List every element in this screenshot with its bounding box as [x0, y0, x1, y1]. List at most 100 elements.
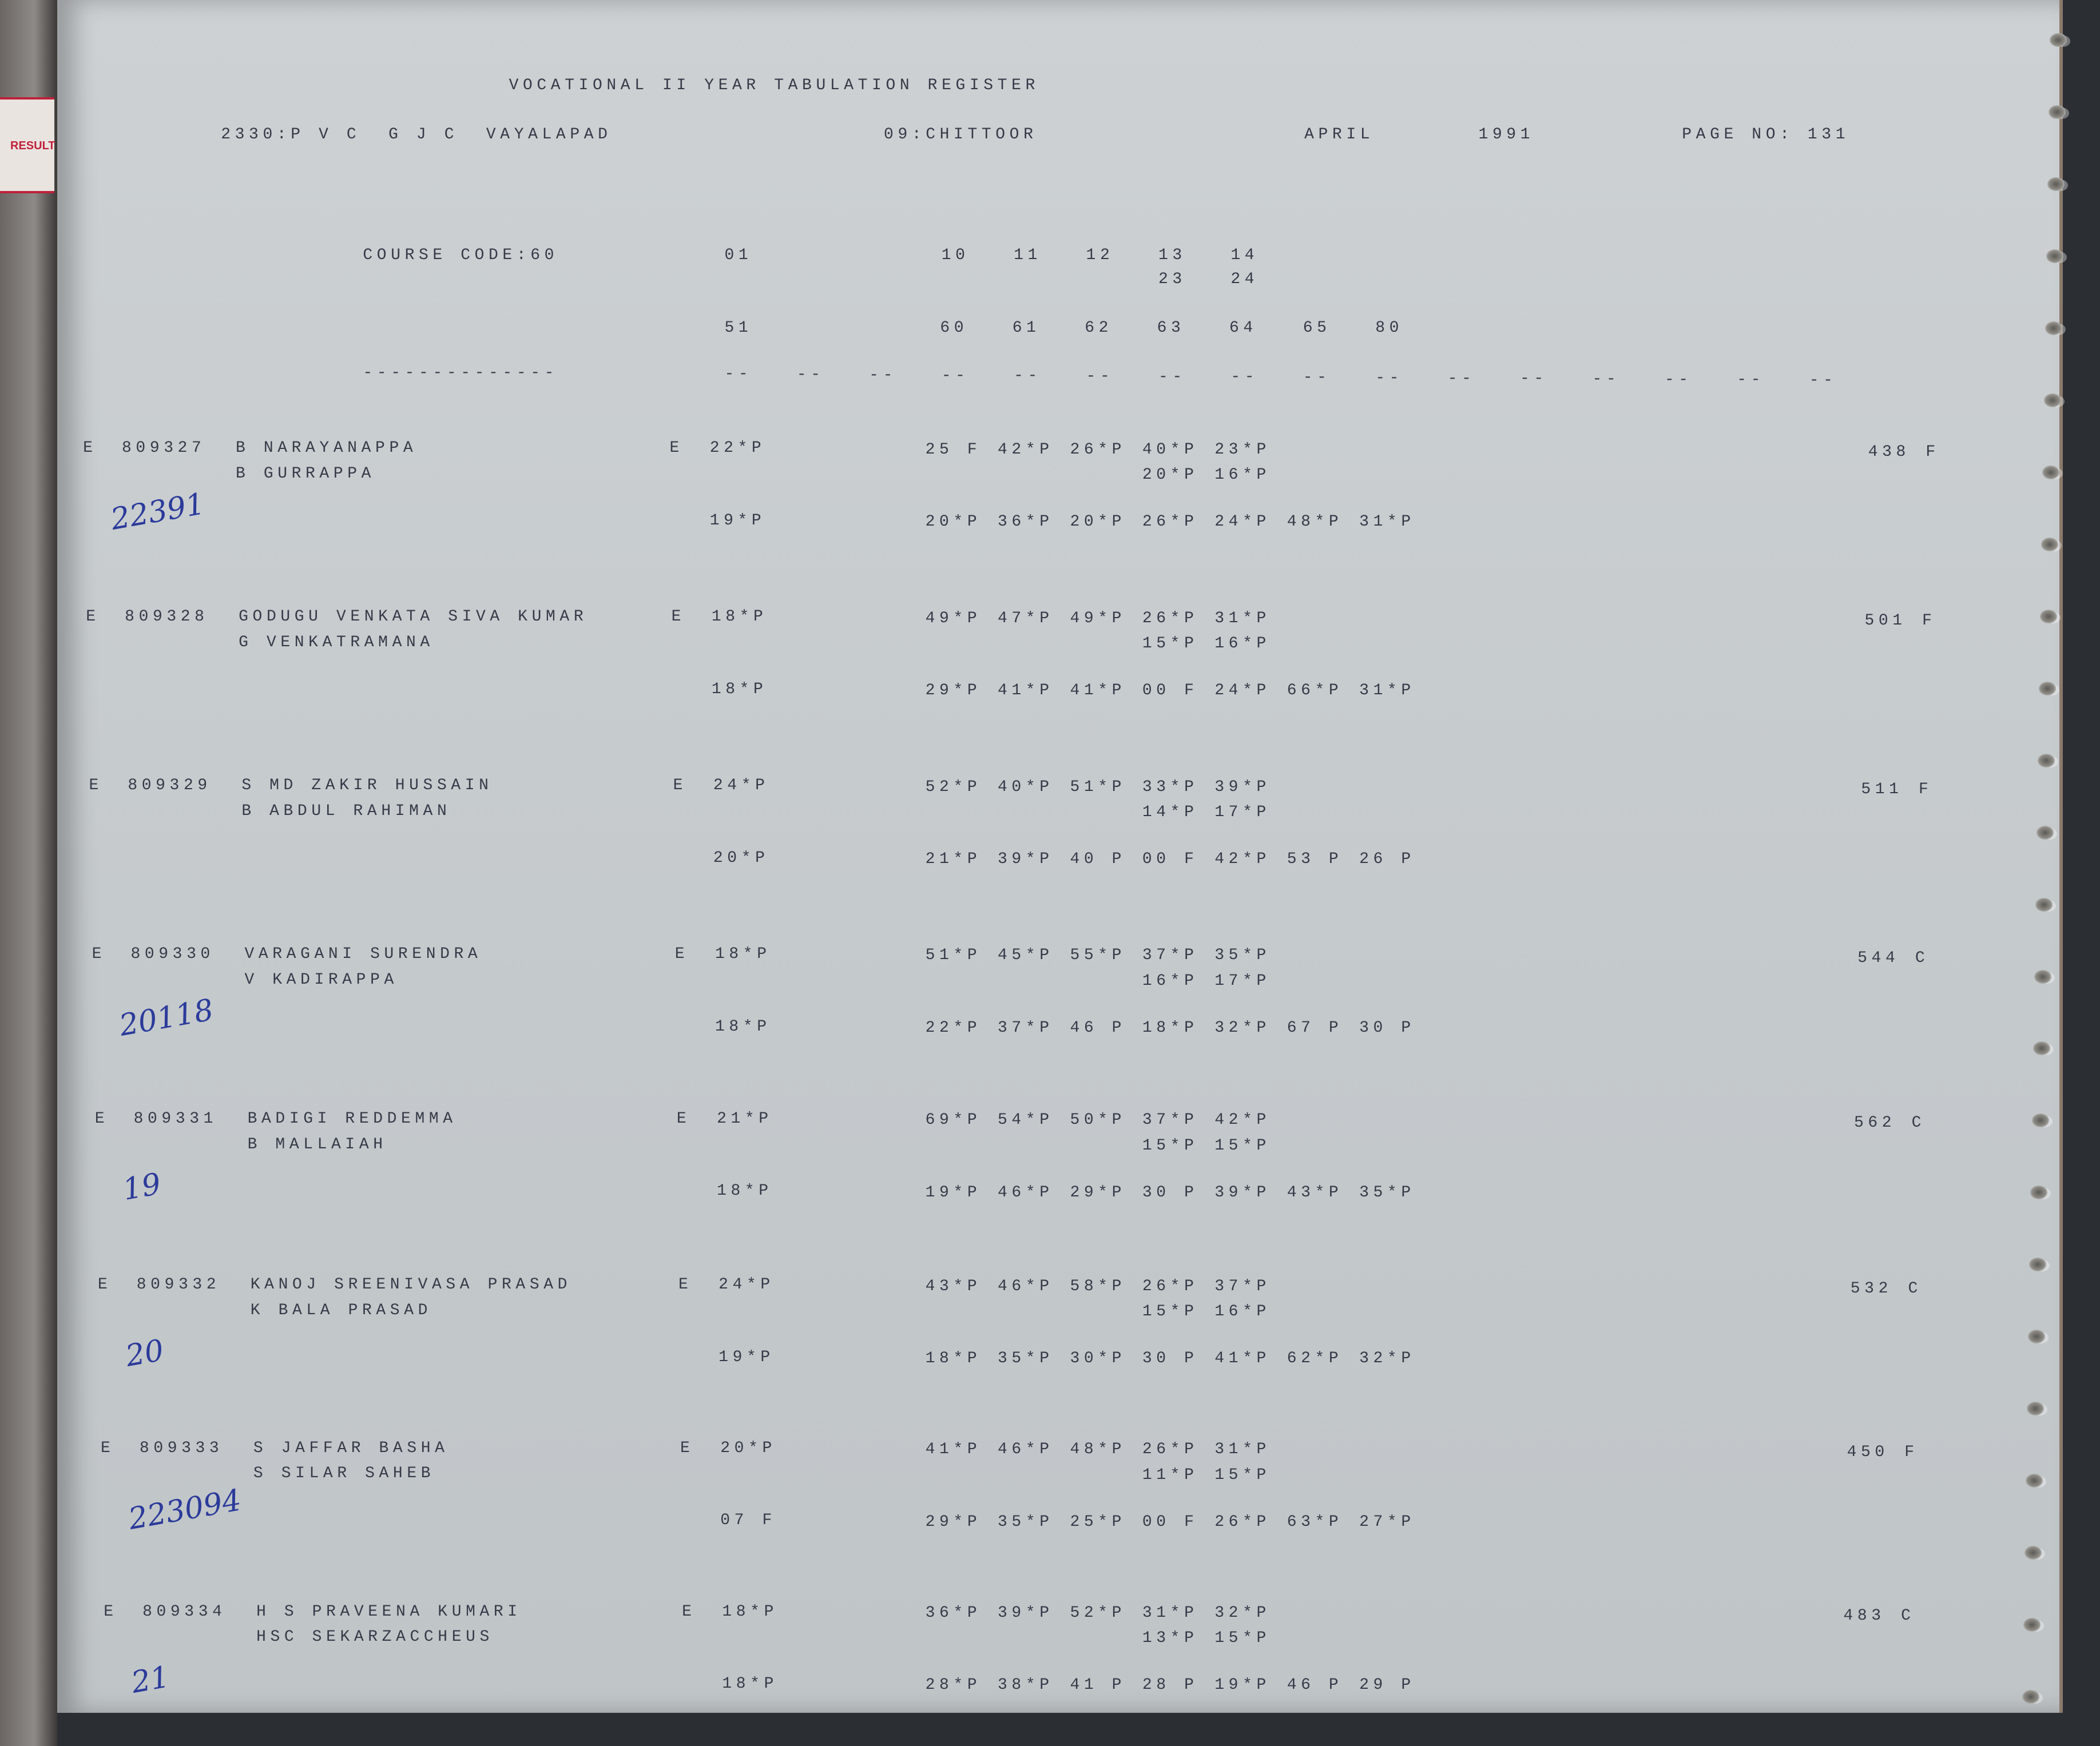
status-flag: E	[97, 1276, 112, 1294]
subject-mark: 69*P	[925, 1111, 982, 1129]
subject-mark: 13*P	[1142, 1629, 1198, 1648]
subject-mark: 58*P	[1070, 1277, 1126, 1295]
guardian-name: B MALLAIAH	[247, 1135, 387, 1154]
result-code: F	[1918, 781, 1933, 799]
guardian-name: K BALA PRASAD	[250, 1301, 432, 1319]
register-number: 809329	[128, 777, 212, 795]
total-marks: 544	[1857, 949, 1900, 968]
subject-mark: 63*P	[1287, 1513, 1343, 1531]
part2-mark: 19*P	[709, 511, 766, 530]
register-number: 809327	[122, 439, 206, 458]
subject-mark: 26*P	[1070, 440, 1126, 459]
result-code: C	[1908, 1280, 1922, 1298]
course-code: COURSE CODE:60	[363, 246, 559, 265]
guardian-name: HSC SEKARZACCHEUS	[256, 1628, 494, 1646]
subject-mark: 52*P	[1070, 1604, 1126, 1622]
total-marks: 562	[1853, 1114, 1896, 1132]
guardian-name: V KADIRAPPA	[244, 971, 398, 989]
sprocket-hole-icon	[2030, 1186, 2048, 1200]
subject-code: 13	[1158, 246, 1186, 265]
subject-mark: 15*P	[1214, 1629, 1271, 1648]
subject-mark: 51*P	[1070, 778, 1126, 796]
candidate-name: BADIGI REDDEMMA	[247, 1110, 457, 1128]
handwritten-note: 20118	[117, 992, 217, 1043]
sprocket-hole-icon	[2035, 897, 2053, 912]
sprocket-hole-icon	[2038, 753, 2055, 767]
sprocket-hole-icon	[2041, 537, 2059, 551]
part2-mark: 19*P	[718, 1348, 775, 1366]
subject-mark: 19*P	[925, 1183, 982, 1202]
subject-mark: 28*P	[925, 1676, 982, 1695]
subject-mark: 32*P	[1214, 1604, 1271, 1622]
subject-mark: 29*P	[925, 681, 982, 699]
subject-mark: 46 P	[1070, 1019, 1126, 1037]
subject-mark: 36*P	[998, 512, 1054, 531]
subject-mark: 46*P	[998, 1183, 1054, 1202]
part1-mark: 22*P	[709, 439, 766, 458]
subject-mark: 37*P	[1142, 946, 1198, 965]
part2-mark: 07 F	[720, 1512, 776, 1530]
part2-mark: 20*P	[713, 849, 769, 867]
candidate-name: S MD ZAKIR HUSSAIN	[241, 777, 493, 795]
subject-mark: 17*P	[1214, 972, 1271, 990]
status-flag: E	[89, 777, 103, 795]
sprocket-hole-icon	[2046, 249, 2063, 264]
subject-mark: 49*P	[1070, 609, 1126, 627]
subject-mark: 50*P	[1070, 1111, 1126, 1129]
result-code: C	[1915, 949, 1930, 968]
subject-mark: 00 F	[1142, 850, 1198, 868]
sprocket-hole-icon	[2027, 1402, 2045, 1416]
candidate-name: S JAFFAR BASHA	[253, 1439, 449, 1457]
subject-mark: 35*P	[1214, 946, 1271, 965]
register-number: 809331	[133, 1110, 218, 1128]
subject-mark: 37*P	[1142, 1111, 1198, 1129]
subject-mark: 55*P	[1070, 946, 1126, 965]
register-number: 809330	[130, 945, 215, 964]
register-number: 809328	[125, 608, 209, 626]
sprocket-hole-icon	[2050, 33, 2067, 47]
register-number: 809333	[139, 1439, 224, 1457]
subject-mark: 19*P	[1214, 1676, 1271, 1695]
subject-mark: 35*P	[998, 1350, 1054, 1368]
subject-mark: 41*P	[1070, 681, 1126, 699]
column-divider: --	[1809, 372, 1837, 389]
subject-code: 23	[1158, 271, 1186, 289]
subject-mark: 39*P	[1214, 778, 1271, 796]
medium-code: E	[673, 777, 688, 795]
subject-mark: 15*P	[1214, 1136, 1271, 1155]
subject-mark: 00 F	[1142, 1513, 1198, 1531]
subject-code: 11	[1014, 246, 1042, 265]
sprocket-hole-icon	[2031, 1113, 2049, 1128]
sprocket-hole-icon	[2049, 105, 2066, 120]
subject-mark: 32*P	[1359, 1350, 1415, 1368]
college-name: 2330:P V C G J C VAYALAPAD	[221, 126, 612, 144]
subject-mark: 30*P	[1070, 1350, 1126, 1368]
subject-mark: 26*P	[1142, 512, 1198, 531]
part2-mark: 18*P	[715, 1017, 771, 1036]
column-divider: --	[941, 367, 970, 385]
subject-mark: 49*P	[925, 609, 982, 627]
result-code: C	[1911, 1114, 1926, 1132]
subject-mark: 29 P	[1359, 1676, 1415, 1695]
part2-mark: 18*P	[722, 1675, 778, 1693]
subject-mark: 41*P	[1214, 1350, 1271, 1368]
subject-mark: 52*P	[925, 778, 982, 796]
subject-mark: 36*P	[925, 1604, 982, 1622]
subject-mark: 38*P	[998, 1676, 1054, 1695]
candidate-name: H S PRAVEENA KUMARI	[256, 1602, 522, 1621]
header-underline: --------------	[363, 364, 559, 383]
subject-code: 14	[1230, 246, 1259, 265]
column-divider: --	[869, 366, 898, 384]
subject-mark: 25 F	[925, 440, 982, 459]
sprocket-hole-icon	[2042, 465, 2060, 479]
subject-mark: 51*P	[925, 946, 982, 965]
subject-mark: 30 P	[1142, 1350, 1198, 1368]
subject-mark: 42*P	[1214, 850, 1271, 868]
subject-mark: 33*P	[1142, 778, 1198, 796]
binder-spine	[0, 0, 57, 1746]
result-code: F	[1922, 612, 1936, 630]
candidate-name: B NARAYANAPPA	[236, 439, 418, 458]
medium-code: E	[669, 439, 684, 458]
subject-mark: 16*P	[1142, 972, 1198, 990]
sprocket-hole-icon	[2034, 969, 2051, 984]
